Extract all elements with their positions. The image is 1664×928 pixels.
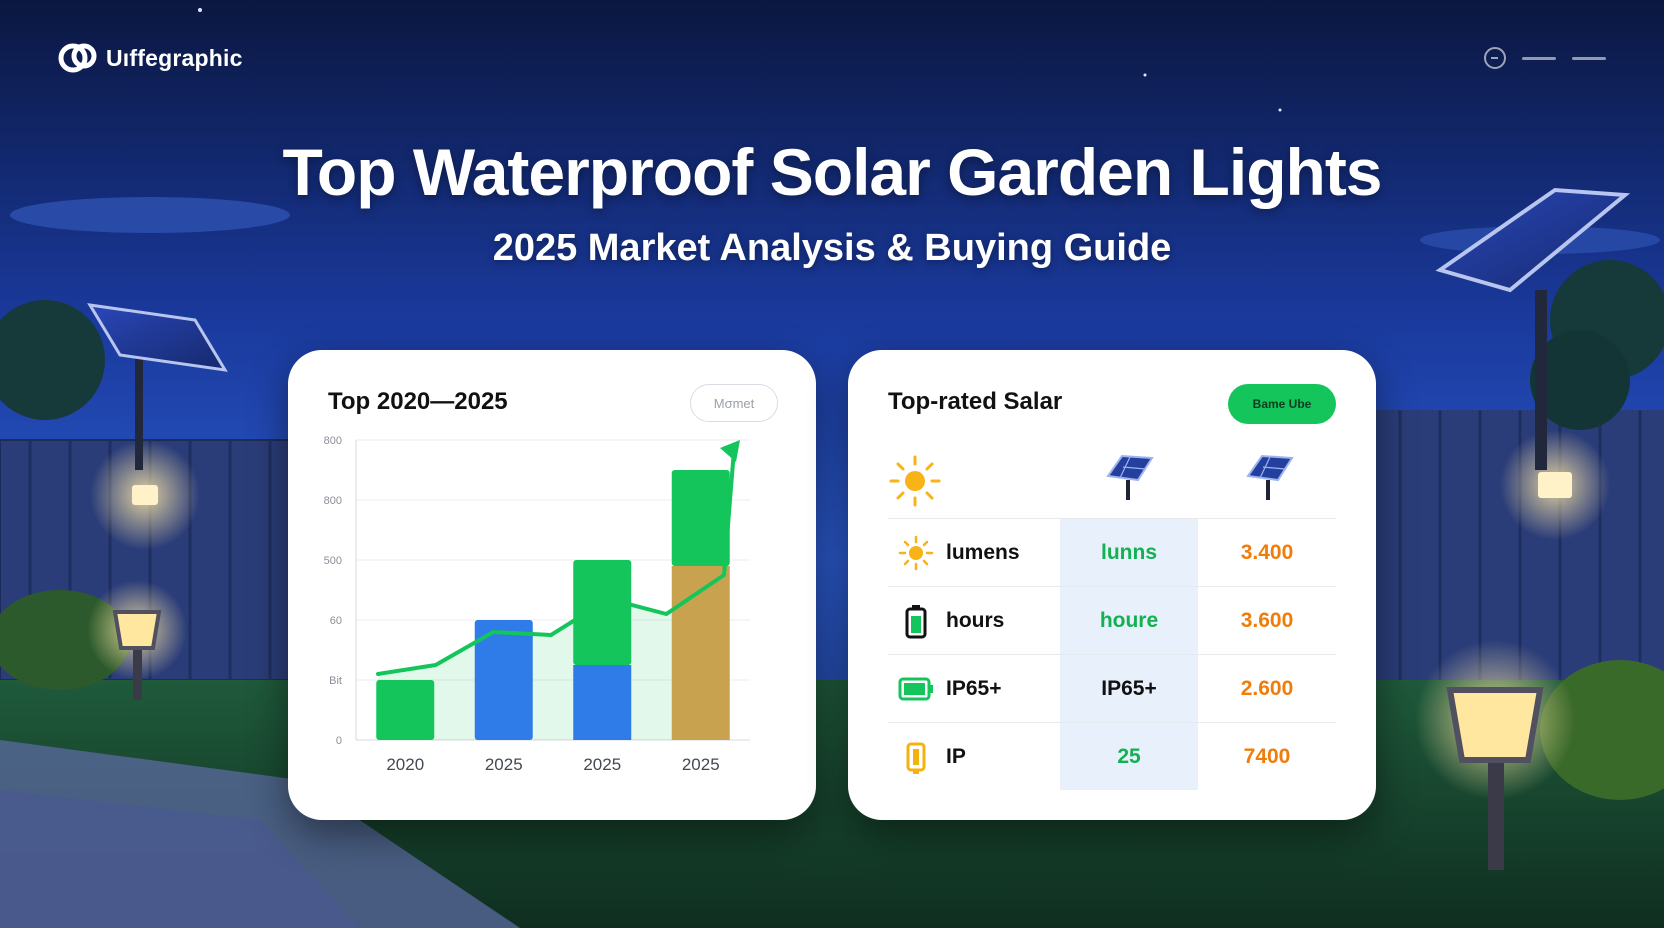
row-mid-value: lunns [1060,518,1198,587]
row-mid-value: houre [1060,586,1198,655]
top-nav [1484,47,1606,69]
growth-card-title: Top 2020—2025 [328,388,508,415]
battery-icon [905,604,927,638]
bar-bottom-segment [573,665,632,740]
page-subtitle: 2025 Market Analysis & Buying Guide [492,227,1172,269]
y-tick-label: 800 [324,435,342,447]
solar-panel-icon [1246,454,1294,500]
row-name: IP [946,744,966,768]
compare-table: lumens lunns 3.400 hours houre 3.600 [888,518,1336,790]
x-tick-label: 2025 [583,755,621,774]
bar-top-segment [671,470,730,566]
page-title: Top Waterproof Solar Garden Lights [282,135,1382,209]
y-tick-label: 0 [336,735,342,747]
trend-line [376,448,736,676]
brand[interactable]: Uıffegraphic [58,38,243,78]
y-tick-label: 60 [330,615,342,627]
compare-header [888,450,1336,516]
bar [474,620,533,740]
compare-card-title: Top-rated Salar [888,388,1063,415]
brand-name: Uıffegraphic [106,44,243,71]
bar-bottom-segment [671,566,730,740]
trend-area [378,575,724,740]
row-right-value: 3.600 [1198,586,1336,655]
brand-logo-icon [58,43,97,73]
menu-icon[interactable] [1572,56,1606,60]
menu-line-icon[interactable] [1522,56,1556,60]
y-tick-label: 800 [324,495,342,507]
row-mid-value: 25 [1060,722,1198,790]
battery-yellow-icon [906,742,926,774]
row-name: hours [946,608,1005,632]
sun-icon [898,535,934,570]
search-icon[interactable] [1484,47,1506,69]
table-row: IP65+ IP65+ 2.600 [888,654,1336,723]
bar-top-segment [573,560,632,665]
solar-panel-icon [1106,454,1154,500]
row-right-value: 2.600 [1198,654,1336,723]
table-row: lumens lunns 3.400 [888,518,1336,587]
row-name: lumens [946,540,1020,564]
sun-icon [889,455,941,507]
y-tick-label: 500 [324,555,342,567]
battery-green-icon [898,677,933,700]
bar [376,680,435,740]
row-right-value: 3.400 [1198,518,1336,587]
filter-button[interactable]: Mσmet [690,384,778,422]
trend-arrow-head [720,440,740,462]
x-tick-label: 2025 [485,755,523,774]
y-tick-label: Bit [329,675,342,687]
growth-chart: 0 Bit 60 500 800 800 2020 2025 2025 2025 [324,435,750,774]
row-right-value: 7400 [1198,722,1336,790]
growth-chart-card: Top 2020—2025 Mσmet 0 Bit 60 500 800 800 2020 2… [288,350,816,820]
table-row: IP 25 7400 [888,722,1336,790]
table-row: hours houre 3.600 [888,586,1336,655]
x-tick-label: 2020 [386,755,424,774]
compare-button[interactable]: Bame Ube [1228,384,1336,424]
row-name: IP65+ [946,676,1002,700]
x-tick-label: 2025 [682,755,720,774]
row-mid-value: IP65+ [1060,654,1198,723]
compare-card: Top-rated Salar Bame Ube [848,350,1376,820]
